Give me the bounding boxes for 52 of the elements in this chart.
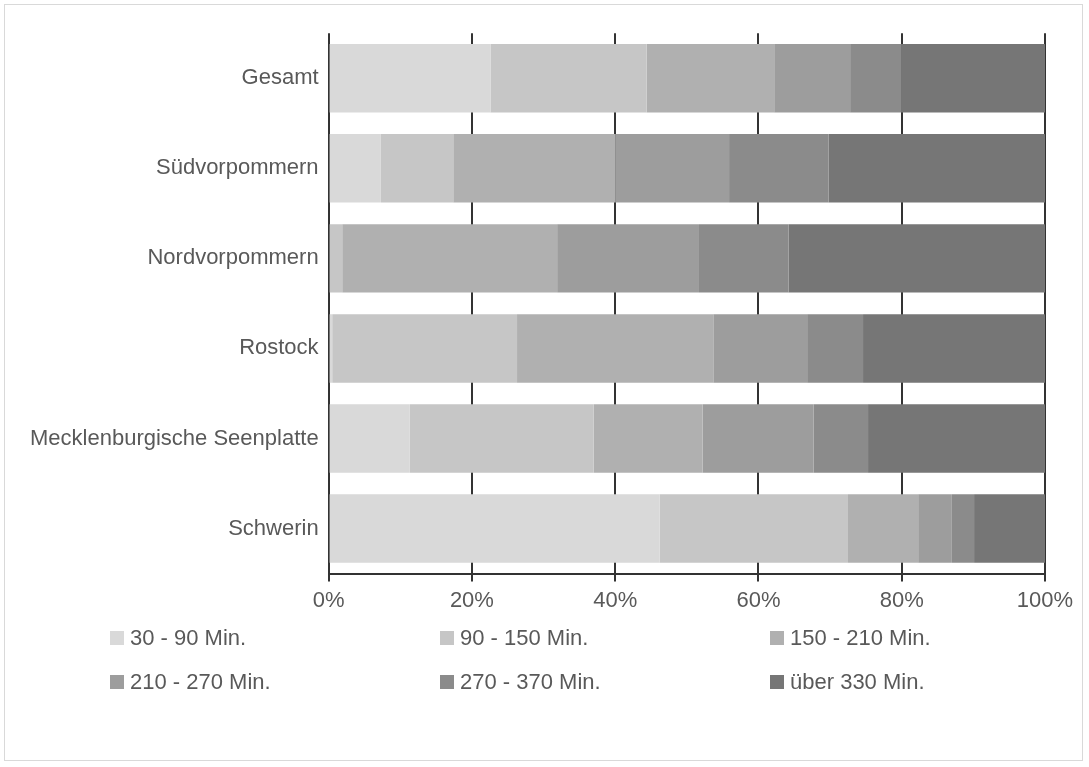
x-tick-label: 60%: [736, 586, 781, 612]
bar: [342, 224, 558, 293]
x-tick-label: 20%: [449, 586, 494, 612]
bar: [615, 134, 730, 203]
bar: [850, 44, 902, 113]
bar: [557, 224, 699, 293]
legend-label: 30 - 90 Min.: [130, 625, 247, 651]
bar: [453, 134, 616, 203]
bar: [698, 224, 789, 293]
bar: [329, 134, 381, 203]
bar: [329, 494, 660, 563]
bar: [774, 44, 851, 113]
bar: [918, 494, 952, 563]
bar: [974, 494, 1045, 563]
bar: [848, 494, 919, 563]
bar: [490, 44, 647, 113]
bar: [729, 134, 829, 203]
x-tick-label: 0%: [312, 586, 345, 612]
y-tick-label: Gesamt: [241, 64, 319, 90]
x-tick-label: 100%: [1016, 586, 1074, 612]
bar: [713, 314, 808, 383]
x-tick-label: 40%: [593, 586, 638, 612]
legend-label: 150 - 210 Min.: [790, 625, 931, 651]
bar: [659, 494, 848, 563]
bar: [702, 404, 814, 473]
legend-label: über 330 Min.: [790, 669, 925, 695]
bar: [901, 44, 1045, 113]
bar: [409, 404, 594, 473]
bar: [863, 314, 1045, 383]
bar: [517, 314, 714, 383]
y-tick-label: Südvorpommern: [155, 154, 319, 180]
legend-label: 90 - 150 Min.: [460, 625, 589, 651]
x-tick-label: 80%: [879, 586, 924, 612]
bar: [380, 134, 454, 203]
bar: [329, 224, 343, 293]
bar: [813, 404, 869, 473]
bar: [329, 44, 491, 113]
y-tick-label: Rostock: [239, 334, 320, 360]
bar: [828, 134, 1045, 203]
y-tick-label: Mecklenburgische Seenplatte: [30, 424, 319, 450]
y-tick-label: Schwerin: [228, 514, 319, 540]
bar: [788, 224, 1045, 293]
bar: [329, 404, 410, 473]
bar: [868, 404, 1045, 473]
y-tick-label: Nordvorpommern: [147, 244, 319, 270]
legend-label: 210 - 270 Min.: [130, 669, 271, 695]
legend-label: 270 - 370 Min.: [460, 669, 601, 695]
bar: [646, 44, 775, 113]
bar: [951, 494, 975, 563]
bar: [332, 314, 518, 383]
bar: [807, 314, 864, 383]
bar: [593, 404, 703, 473]
